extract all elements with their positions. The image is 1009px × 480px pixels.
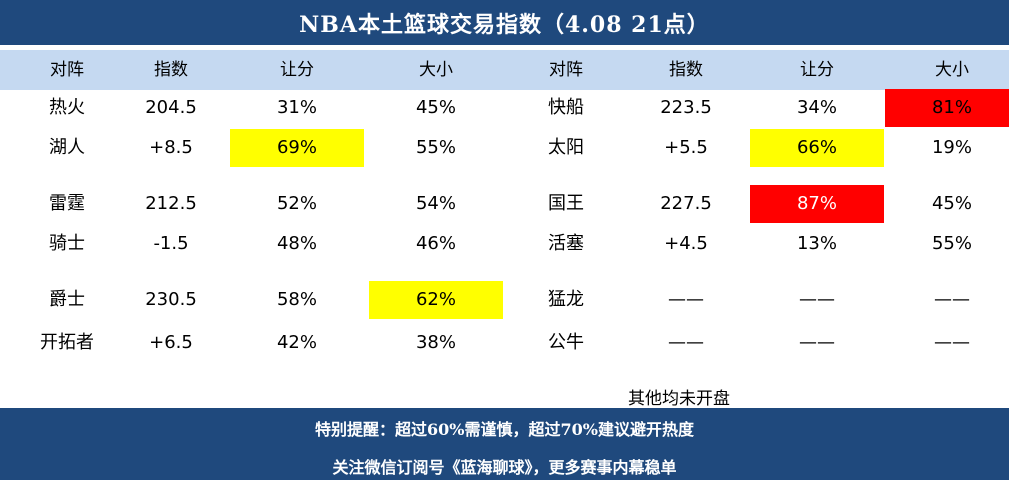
header-spread: 让分 (280, 60, 314, 80)
table-cell: 爵士 (49, 289, 85, 310)
highlight-red (750, 185, 884, 223)
table-cell: 13% (796, 233, 837, 254)
highlight-yellow (369, 281, 503, 319)
table-cell: 国王 (548, 193, 584, 214)
header-total: 大小 (419, 60, 453, 80)
highlight-yellow (750, 129, 884, 167)
table-cell: 雷霆 (49, 193, 85, 214)
header-matchup: 对阵 (50, 60, 84, 80)
table-cell: 公牛 (548, 332, 584, 353)
footer-warning: 特别提醒：超过60%需谨慎，超过70%建议避开热度 (315, 420, 694, 439)
header-index: 指数 (154, 60, 188, 80)
table-cell: 54% (415, 193, 456, 214)
table-cell: 猛龙 (548, 289, 584, 310)
table-cell: —— (934, 289, 970, 310)
table-cell: 活塞 (548, 233, 584, 254)
table-cell: 45% (415, 97, 456, 118)
table-cell: 骑士 (49, 233, 85, 254)
table-cell: +4.5 (664, 233, 708, 254)
table-cell: —— (668, 289, 704, 310)
page-title: NBA本土篮球交易指数（4.08 21点） (299, 11, 710, 38)
table-cell: 227.5 (660, 193, 712, 214)
table-cell: -1.5 (153, 233, 189, 254)
table-cell: —— (934, 332, 970, 353)
header-matchup: 对阵 (549, 60, 583, 80)
table-cell: 19% (931, 137, 972, 158)
footer-follow: 关注微信订阅号《蓝海聊球》，更多赛事内幕稳单 (332, 458, 677, 477)
table-cell: —— (799, 289, 835, 310)
table-cell: 69% (276, 137, 317, 158)
table-cell: 湖人 (49, 137, 85, 158)
table-cell: +8.5 (149, 137, 193, 158)
table-cell: 81% (931, 97, 972, 118)
table-cell: 55% (931, 233, 972, 254)
table-cell: 开拓者 (40, 332, 94, 353)
table-cell: —— (799, 332, 835, 353)
table-cell: 46% (415, 233, 456, 254)
header-total: 大小 (935, 60, 969, 80)
header-spread: 让分 (800, 60, 834, 80)
table-header (0, 50, 1009, 90)
table-cell: 66% (796, 137, 837, 158)
table-cell: 太阳 (548, 137, 584, 158)
table-cell: 52% (276, 193, 317, 214)
title-bar: NBA本土篮球交易指数（4.08 21点） (0, 0, 1009, 45)
table-cell: —— (668, 332, 704, 353)
table-cell: 62% (415, 289, 456, 310)
table-cell: +5.5 (664, 137, 708, 158)
header-index: 指数 (669, 60, 703, 80)
highlight-red (885, 89, 1009, 127)
table-cell: 42% (276, 332, 317, 353)
table-cell: 45% (931, 193, 972, 214)
table-cell: 34% (796, 97, 837, 118)
table-cell: +6.5 (149, 332, 193, 353)
table-cell: 212.5 (145, 193, 197, 214)
table-cell: 58% (276, 289, 317, 310)
table-cell: 87% (796, 193, 837, 214)
table-cell: 48% (276, 233, 317, 254)
table-cell: 223.5 (660, 97, 712, 118)
highlight-yellow (230, 129, 364, 167)
table-cell: 204.5 (145, 97, 197, 118)
table-cell: 热火 (49, 97, 85, 118)
table-cell: 38% (415, 332, 456, 353)
table-cell: 快船 (548, 97, 584, 118)
table-cell: 31% (276, 97, 317, 118)
table-cell: 55% (415, 137, 456, 158)
footer-bar: 特别提醒：超过60%需谨慎，超过70%建议避开热度 关注微信订阅号《蓝海聊球》，… (0, 408, 1009, 480)
not-opened-note: 其他均未开盘 (628, 389, 730, 409)
table-cell: 230.5 (145, 289, 197, 310)
